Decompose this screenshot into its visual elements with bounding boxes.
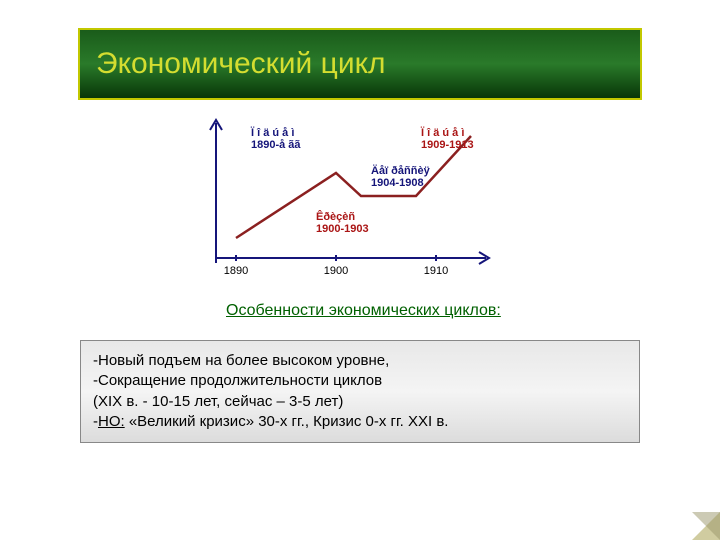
annotation-crisis: Êðèçèñ 1900-1903 [316,210,369,235]
svg-text:1909-1913: 1909-1913 [421,139,474,151]
svg-text:Ï î ä ú å ì: Ï î ä ú å ì [420,126,464,139]
note-line-3: (XIX в. - 10-15 лет, сейчас – 3-5 лет) [93,392,627,412]
svg-text:1890-å ãã: 1890-å ãã [251,139,301,151]
note-line-4: -НО: «Великий кризис» 30-х гг., Кризис 0… [93,412,627,432]
xtick-1890: 1890 [224,265,248,277]
note-line-2: -Сокращение продолжительности циклов [93,371,627,391]
title-bar: Экономический цикл [78,28,642,100]
svg-text:1900-1903: 1900-1903 [316,223,369,235]
section-subhead: Особенности экономических циклов: [226,302,501,320]
page-title: Экономический цикл [96,47,386,81]
annotation-depression: Äåï ðåññèÿ 1904-1908 [371,164,431,189]
note-line-1: -Новый подъем на более высоком уровне, [93,351,627,371]
annotation-rise-1890: Ï î ä ú å ì 1890-å ãã [250,126,301,151]
svg-text:Ï î ä ú å ì: Ï î ä ú å ì [250,126,294,139]
xtick-1910: 1910 [424,265,448,277]
svg-text:1904-1908: 1904-1908 [371,177,424,189]
svg-text:Äåï ðåññèÿ: Äåï ðåññèÿ [371,164,431,177]
xtick-1900: 1900 [324,265,348,277]
page-corner-fold-icon [692,512,720,540]
annotation-rise-1909: Ï î ä ú å ì 1909-1913 [420,126,474,151]
svg-text:Êðèçèñ: Êðèçèñ [316,210,355,223]
notes-box: -Новый подъем на более высоком уровне, -… [80,340,640,443]
economic-cycle-chart: 1890 1900 1910 Ï î ä ú å ì 1890-å ãã Ï î… [186,118,506,288]
